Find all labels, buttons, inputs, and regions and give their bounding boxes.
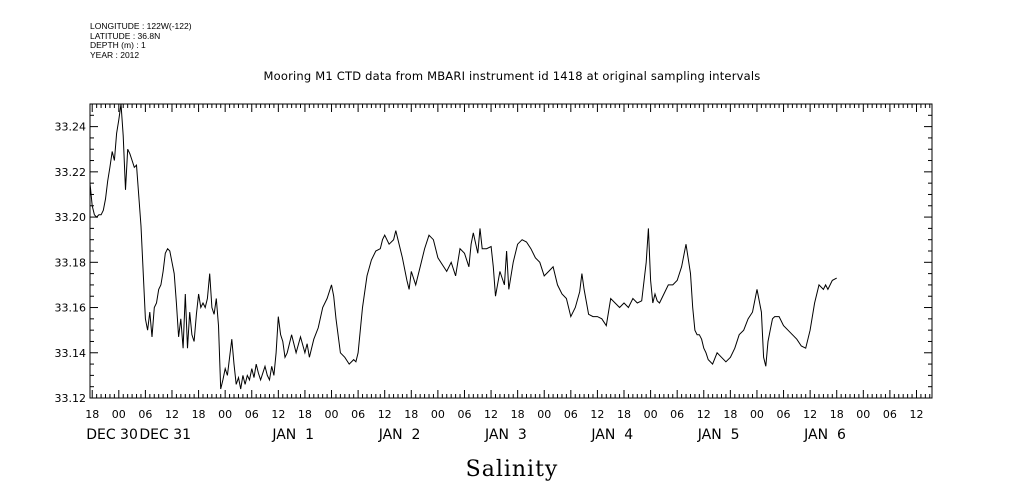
x-axis-label: Salinity bbox=[466, 457, 559, 482]
x-tick-label: 12 bbox=[590, 408, 604, 421]
x-tick-label: 00 bbox=[644, 408, 658, 421]
x-tick-label: 18 bbox=[192, 408, 206, 421]
x-tick-label: 06 bbox=[245, 408, 259, 421]
x-day-label: JAN 1 bbox=[271, 427, 314, 443]
x-day-label: JAN 3 bbox=[484, 427, 527, 443]
latitude-text: LATITUDE : 36.8N bbox=[90, 30, 161, 41]
x-day-label: JAN 6 bbox=[803, 427, 846, 443]
x-tick-label: 12 bbox=[271, 408, 285, 421]
plot-frame bbox=[89, 103, 933, 399]
x-tick-label: 00 bbox=[325, 408, 339, 421]
x-day-label: DEC 31 bbox=[139, 427, 191, 443]
x-tick-label: 12 bbox=[697, 408, 711, 421]
x-tick-label: 12 bbox=[909, 408, 923, 421]
metadata-block: LONGITUDE : 122W(-122) LATITUDE : 36.8N DE… bbox=[90, 21, 192, 60]
x-tick-label: 06 bbox=[351, 408, 365, 421]
x-tick-label: 18 bbox=[511, 408, 525, 421]
x-day-label: JAN 2 bbox=[378, 427, 421, 443]
x-tick-label: 06 bbox=[777, 408, 791, 421]
x-tick-label: 18 bbox=[85, 408, 99, 421]
chart-title: Mooring M1 CTD data from MBARI instrumen… bbox=[264, 69, 761, 83]
series-line-salinity bbox=[89, 103, 837, 390]
y-tick-labels: 33.12 33.14 33.16 33.18 33.20 33.22 33.24 bbox=[55, 121, 87, 405]
x-day-label: JAN 5 bbox=[697, 427, 740, 443]
y-tick-label: 33.18 bbox=[55, 256, 87, 269]
x-day-label: JAN 4 bbox=[590, 427, 633, 443]
x-tick-label: 00 bbox=[750, 408, 764, 421]
year-text: YEAR : 2012 bbox=[90, 49, 140, 60]
x-tick-label: 18 bbox=[830, 408, 844, 421]
x-tick-label: 12 bbox=[378, 408, 392, 421]
y-tick-label: 33.24 bbox=[55, 121, 87, 134]
longitude-text: LONGITUDE : 122W(-122) bbox=[90, 21, 192, 31]
y-tick-label: 33.12 bbox=[55, 392, 87, 405]
y-tick-label: 33.16 bbox=[55, 302, 87, 315]
x-tick-label: 18 bbox=[723, 408, 737, 421]
x-tick-label: 12 bbox=[803, 408, 817, 421]
x-tick-label: 00 bbox=[856, 408, 870, 421]
x-tick-label: 06 bbox=[670, 408, 684, 421]
x-tick-label: 12 bbox=[484, 408, 498, 421]
x-day-labels: DEC 30 DEC 31 JAN 1 JAN 2 JAN 3 JAN 4 JAN 5 JAN… bbox=[86, 427, 846, 443]
x-tick-label: 18 bbox=[617, 408, 631, 421]
x-tick-label: 18 bbox=[404, 408, 418, 421]
x-tick-label: 00 bbox=[537, 408, 551, 421]
x-day-label: DEC 30 bbox=[86, 427, 138, 443]
x-tick-label: 06 bbox=[138, 408, 152, 421]
x-tick-labels: 18 00 06 12 18 00 06 12 18 00 06 12 18 00 06 12 18 00 06 12… bbox=[85, 408, 923, 421]
x-tick-label: 00 bbox=[431, 408, 445, 421]
depth-text: DEPTH (m) : 1 bbox=[90, 40, 146, 50]
y-tick-label: 33.20 bbox=[55, 211, 87, 224]
y-tick-label: 33.14 bbox=[55, 347, 87, 360]
x-tick-label: 06 bbox=[564, 408, 578, 421]
x-tick-label: 18 bbox=[298, 408, 312, 421]
x-tick-label: 06 bbox=[883, 408, 897, 421]
x-tick-label: 06 bbox=[457, 408, 471, 421]
x-tick-label: 00 bbox=[218, 408, 232, 421]
x-tick-label: 12 bbox=[165, 408, 179, 421]
y-tick-label: 33.22 bbox=[55, 166, 87, 179]
x-tick-label: 00 bbox=[112, 408, 126, 421]
axis-ticks bbox=[90, 103, 932, 399]
